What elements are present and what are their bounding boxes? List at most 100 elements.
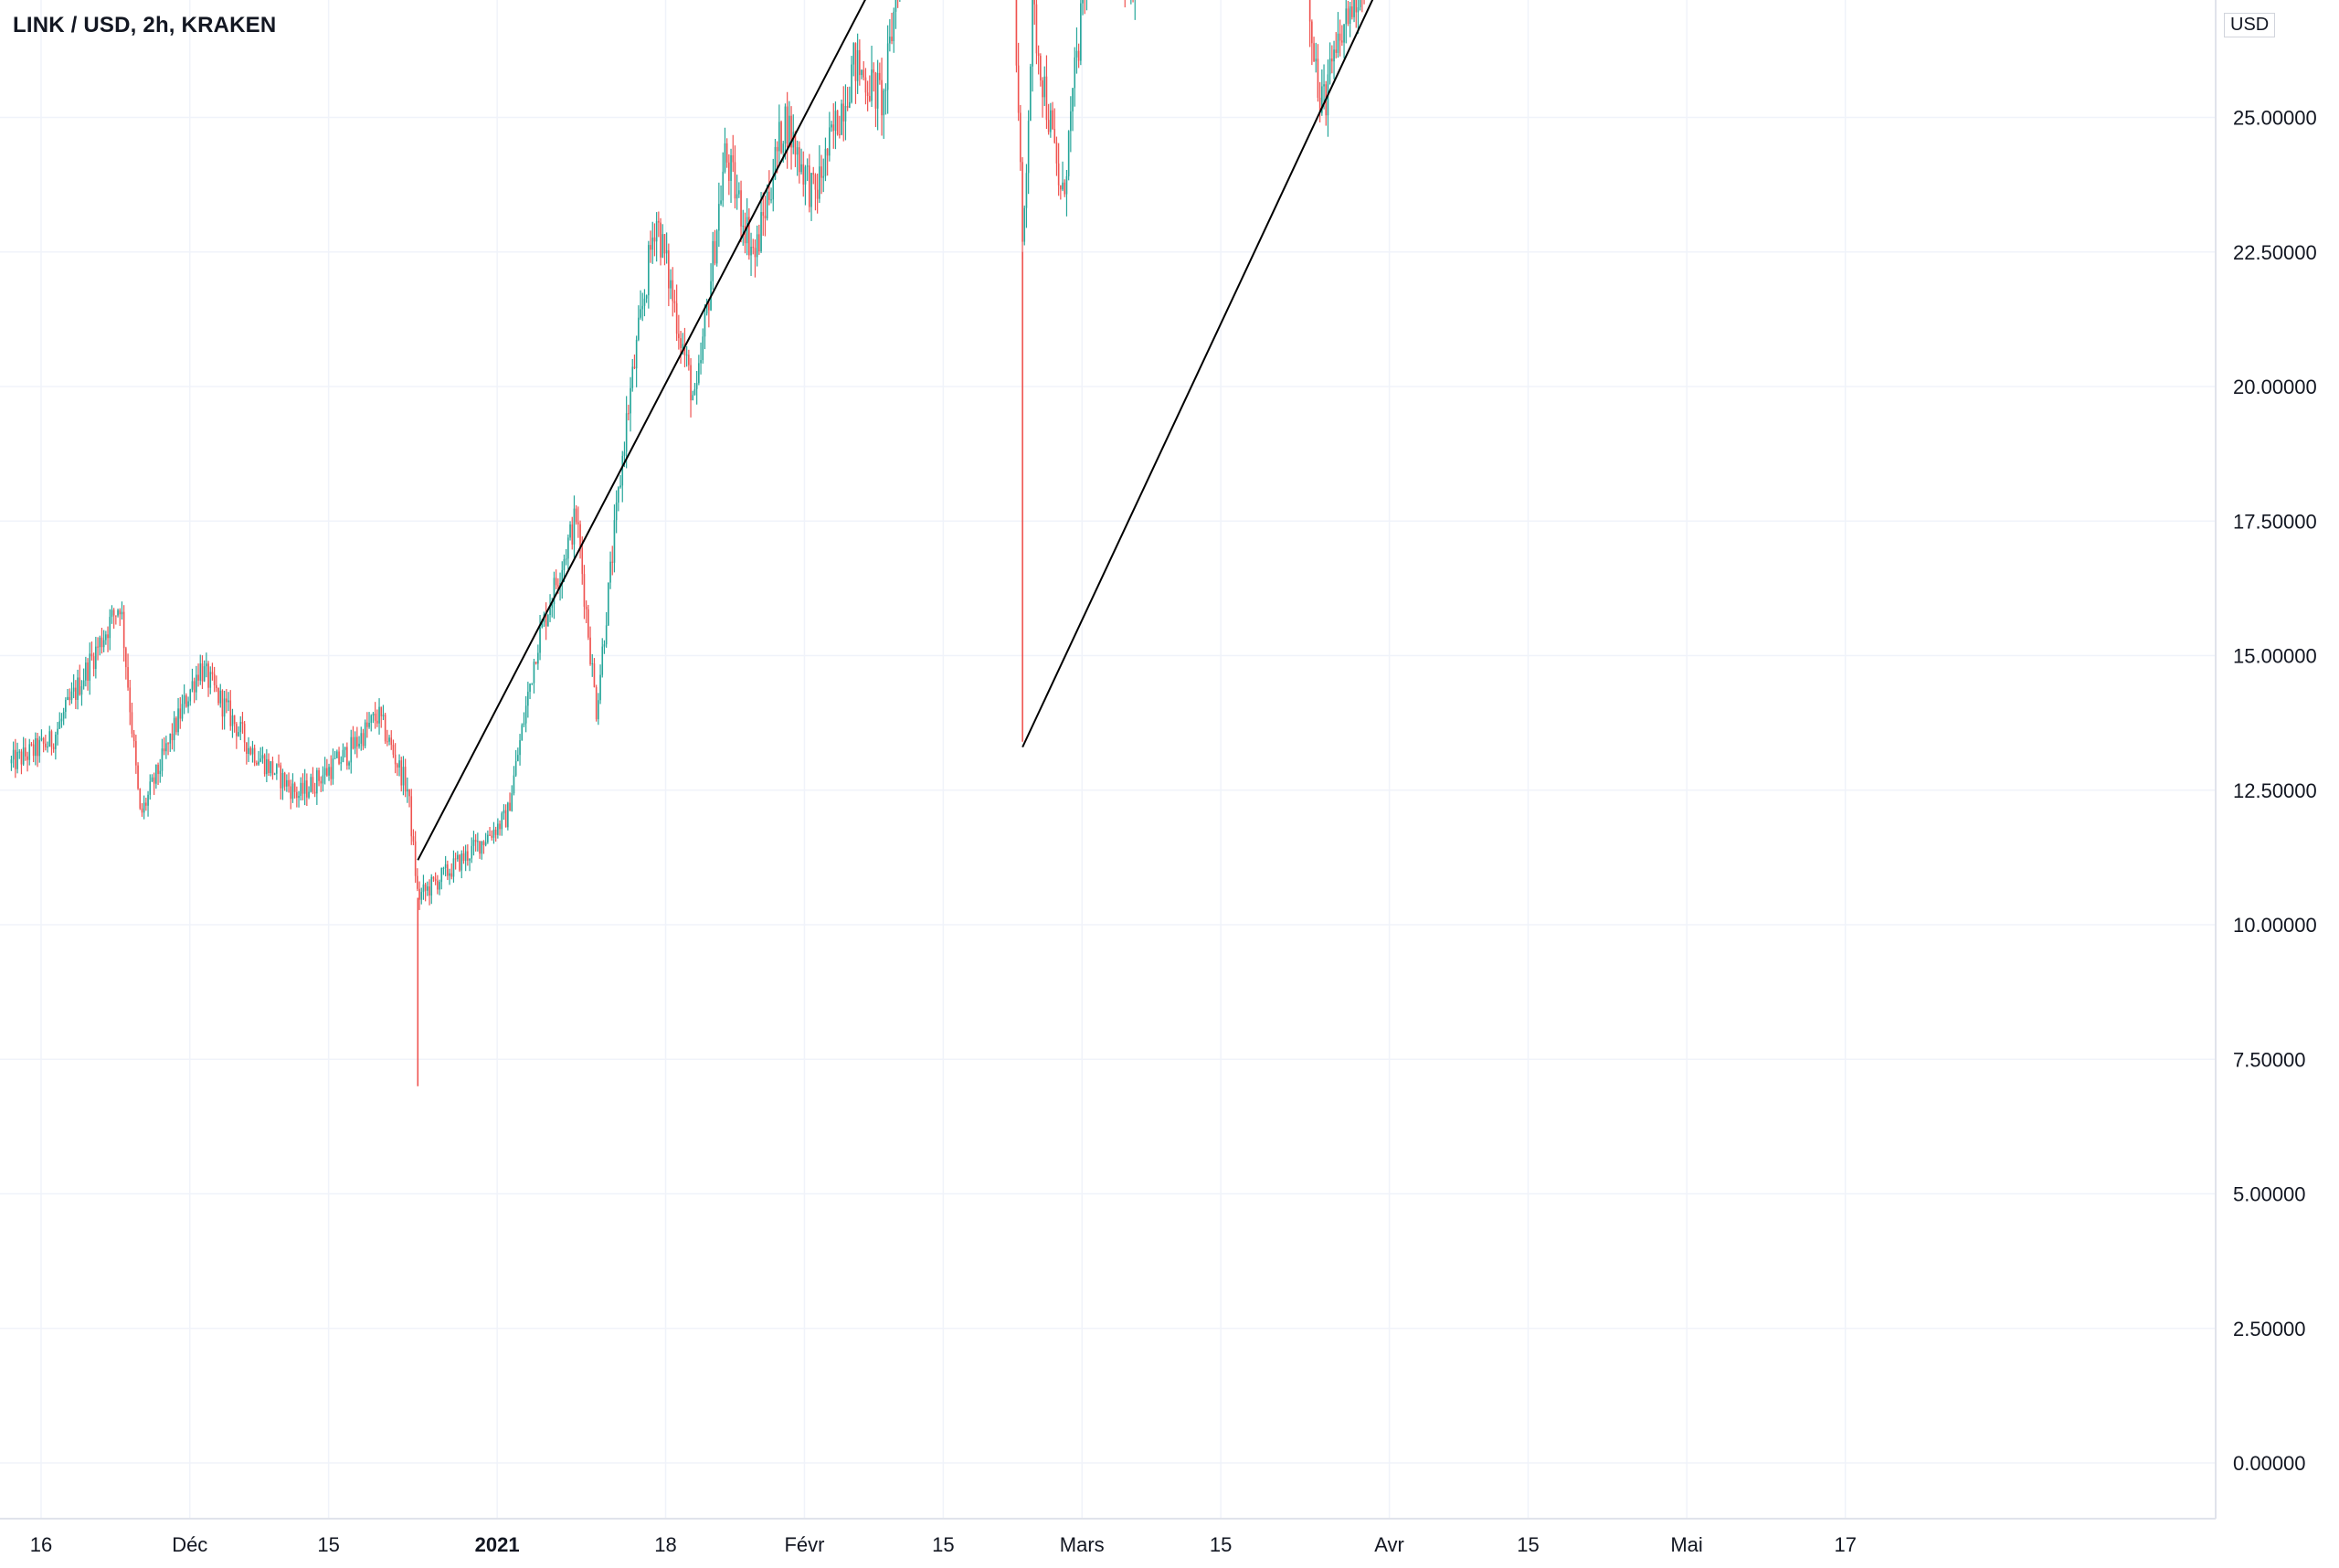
candle <box>655 220 658 242</box>
candle <box>820 166 822 178</box>
candle <box>183 695 185 705</box>
candle <box>621 455 624 486</box>
price-tick-label: 10.00000 <box>2233 914 2317 937</box>
candle <box>1328 58 1331 75</box>
candle <box>20 751 23 765</box>
candle <box>286 779 288 787</box>
candle <box>281 772 284 789</box>
time-tick-label: 15 <box>1210 1533 1232 1556</box>
candle <box>832 124 835 132</box>
candle <box>511 793 513 811</box>
candle <box>653 237 656 242</box>
candle <box>829 127 831 156</box>
candle <box>849 101 851 108</box>
time-tick-label: 15 <box>317 1533 339 1556</box>
price-tick-label: 5.00000 <box>2233 1183 2306 1206</box>
candle <box>748 217 750 256</box>
candle <box>894 0 897 12</box>
candle <box>1030 66 1032 122</box>
candle <box>573 508 576 545</box>
candle <box>816 189 819 199</box>
candle <box>460 853 463 871</box>
candle <box>283 772 286 787</box>
candle <box>698 363 700 384</box>
candle <box>58 721 61 729</box>
candle <box>836 111 839 135</box>
candle <box>675 302 678 334</box>
candle <box>613 520 616 563</box>
candle <box>551 604 554 609</box>
candle <box>420 892 423 900</box>
candle <box>261 755 264 759</box>
symbol-header: LINK / USD, 2h, KRAKEN <box>13 13 277 37</box>
candle <box>589 637 591 664</box>
candle <box>25 747 26 757</box>
candle <box>199 663 202 681</box>
candle <box>1035 4 1038 54</box>
candle <box>700 360 702 364</box>
candle <box>464 851 467 862</box>
candle <box>1311 21 1313 44</box>
candle <box>814 175 817 190</box>
candle <box>776 146 778 152</box>
candle <box>384 715 386 742</box>
candle <box>494 829 497 835</box>
candle <box>1359 0 1361 7</box>
candle <box>631 366 634 388</box>
candle <box>598 700 599 720</box>
drawings[interactable] <box>0 0 2216 861</box>
candle <box>99 637 101 648</box>
candle <box>191 681 194 690</box>
candle <box>788 115 790 148</box>
candle <box>430 876 433 896</box>
candle <box>826 148 829 156</box>
time-axis[interactable]: 16 Déc 15 2021 18 Févr 15 Mars 15 Avr 15 Mai 17 <box>0 1518 2216 1556</box>
price-tick-label: 22.50000 <box>2233 241 2317 264</box>
candle <box>119 609 122 615</box>
price-tick-label: 20.00000 <box>2233 376 2317 398</box>
candle <box>121 611 123 615</box>
candle <box>766 191 768 218</box>
candle <box>302 782 304 794</box>
candle <box>427 886 429 891</box>
candle <box>239 722 242 733</box>
candle <box>92 656 95 670</box>
candle <box>169 733 172 744</box>
candle <box>876 72 879 109</box>
candle <box>705 303 708 313</box>
candle <box>181 704 184 719</box>
candle <box>889 37 891 44</box>
candle <box>567 537 569 559</box>
candle <box>259 758 262 762</box>
candle <box>167 743 169 745</box>
candle <box>346 747 348 766</box>
candle <box>740 190 742 227</box>
candle <box>1313 43 1315 62</box>
candle <box>1317 58 1319 98</box>
candle <box>724 143 726 172</box>
candle <box>1057 163 1060 185</box>
trendline[interactable] <box>417 0 1934 861</box>
candle <box>608 582 609 626</box>
candle <box>722 171 725 201</box>
candle <box>414 841 417 876</box>
candle <box>752 247 755 249</box>
candle <box>545 614 547 627</box>
candle <box>318 770 320 781</box>
price-axis[interactable]: 67.5000062.5000057.5000055.0000052.50000… <box>2215 0 2333 1568</box>
time-tick-label: 2021 <box>475 1533 520 1556</box>
candle <box>159 770 162 775</box>
candle <box>1337 33 1339 53</box>
candle <box>228 700 229 703</box>
candle <box>132 733 135 742</box>
axis-unit[interactable]: USD <box>2224 13 2276 37</box>
candle <box>537 652 539 664</box>
candle <box>196 674 197 693</box>
candle <box>38 739 41 757</box>
trendline[interactable] <box>1021 0 1914 748</box>
candle <box>216 684 217 689</box>
candle <box>704 313 706 337</box>
candle <box>618 487 619 503</box>
